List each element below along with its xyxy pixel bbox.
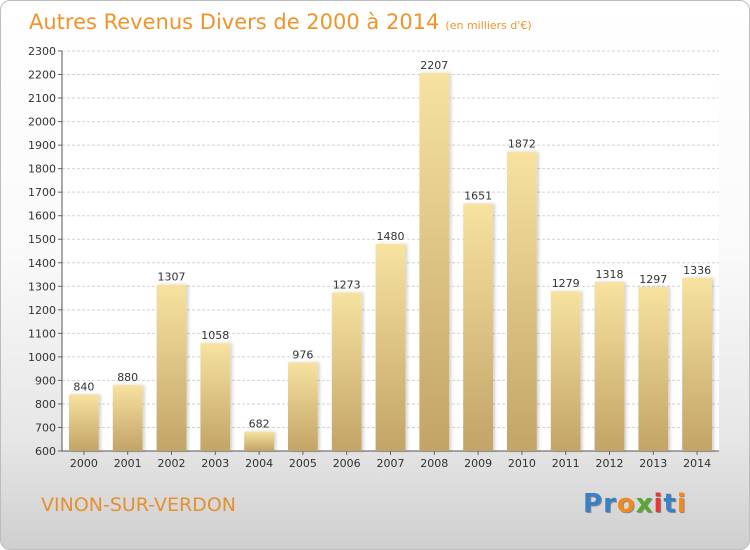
data-label: 1336 [683, 264, 711, 277]
logo-letter: o [616, 489, 636, 519]
bar [112, 385, 143, 451]
data-label: 976 [292, 349, 313, 362]
x-tick-label: 2000 [70, 457, 98, 470]
bar [682, 277, 712, 451]
x-tick-label: 2004 [245, 457, 273, 470]
x-tick-label: 2012 [596, 457, 624, 470]
x-tick-label: 2008 [420, 457, 448, 470]
data-label: 840 [73, 381, 94, 394]
y-tick-label: 800 [35, 398, 56, 411]
bar [638, 287, 669, 451]
data-label: 1273 [333, 279, 361, 292]
bar [507, 151, 537, 452]
x-tick-label: 2014 [683, 457, 711, 470]
data-label: 1307 [158, 271, 186, 284]
y-tick-label: 1300 [28, 280, 56, 293]
x-tick-label: 2009 [464, 457, 492, 470]
y-tick-label: 2100 [28, 92, 56, 105]
data-label: 880 [117, 371, 138, 384]
y-tick-label: 1900 [28, 139, 56, 152]
y-tick-label: 1100 [28, 327, 56, 340]
bar [156, 284, 187, 451]
chart-title-text: Autres Revenus Divers de 2000 à 2014 [29, 10, 440, 34]
y-tick-label: 2300 [28, 45, 56, 58]
y-tick-label: 900 [35, 374, 56, 387]
y-tick-label: 1800 [28, 163, 56, 176]
data-label: 1318 [596, 268, 624, 281]
logo-letter: r [603, 489, 617, 519]
y-tick-label: 1600 [28, 210, 56, 223]
x-tick-label: 2007 [377, 457, 405, 470]
y-tick-label: 1200 [28, 304, 56, 317]
logo-letter: i [676, 489, 687, 519]
y-tick-label: 1400 [28, 257, 56, 270]
x-tick-label: 2001 [114, 457, 142, 470]
x-tick-label: 2011 [552, 457, 580, 470]
y-tick-label: 600 [35, 445, 56, 458]
bar [288, 362, 318, 451]
y-tick-label: 1000 [28, 351, 56, 364]
data-label: 1872 [508, 138, 536, 151]
y-tick-label: 1700 [28, 186, 56, 199]
logo-letter: P [583, 489, 604, 519]
chart-unit: (en milliers d'€) [445, 19, 532, 32]
x-tick-label: 2006 [333, 457, 361, 470]
y-tick-label: 1500 [28, 233, 56, 246]
data-label: 1058 [201, 329, 229, 342]
data-label: 1297 [639, 273, 667, 286]
bar [200, 343, 231, 451]
x-tick-label: 2010 [508, 457, 536, 470]
bar [244, 431, 274, 451]
data-label: 1480 [377, 230, 405, 243]
x-tick-label: 2013 [639, 457, 667, 470]
chart-title: Autres Revenus Divers de 2000 à 2014 (en … [29, 10, 532, 34]
y-tick-label: 700 [35, 421, 56, 434]
bar [331, 292, 362, 451]
data-label: 1279 [552, 277, 580, 290]
bar [375, 243, 406, 451]
bar [594, 282, 625, 451]
data-label: 682 [249, 418, 270, 431]
data-label: 2207 [420, 59, 448, 72]
y-tick-label: 2000 [28, 116, 56, 129]
y-tick-label: 2200 [28, 69, 56, 82]
x-tick-label: 2003 [201, 457, 229, 470]
bar [419, 72, 450, 451]
logo-letter: x [635, 489, 654, 519]
bar [69, 394, 99, 451]
x-tick-label: 2002 [158, 457, 186, 470]
city-name: VINON-SUR-VERDON [41, 494, 236, 516]
bar [463, 203, 493, 451]
x-tick-label: 2005 [289, 457, 317, 470]
bar [550, 291, 581, 451]
data-label: 1651 [464, 190, 492, 203]
logo-letter: i [653, 489, 664, 519]
logo-letter: t [663, 489, 677, 519]
proxiti-logo: Proxiti [583, 489, 687, 519]
